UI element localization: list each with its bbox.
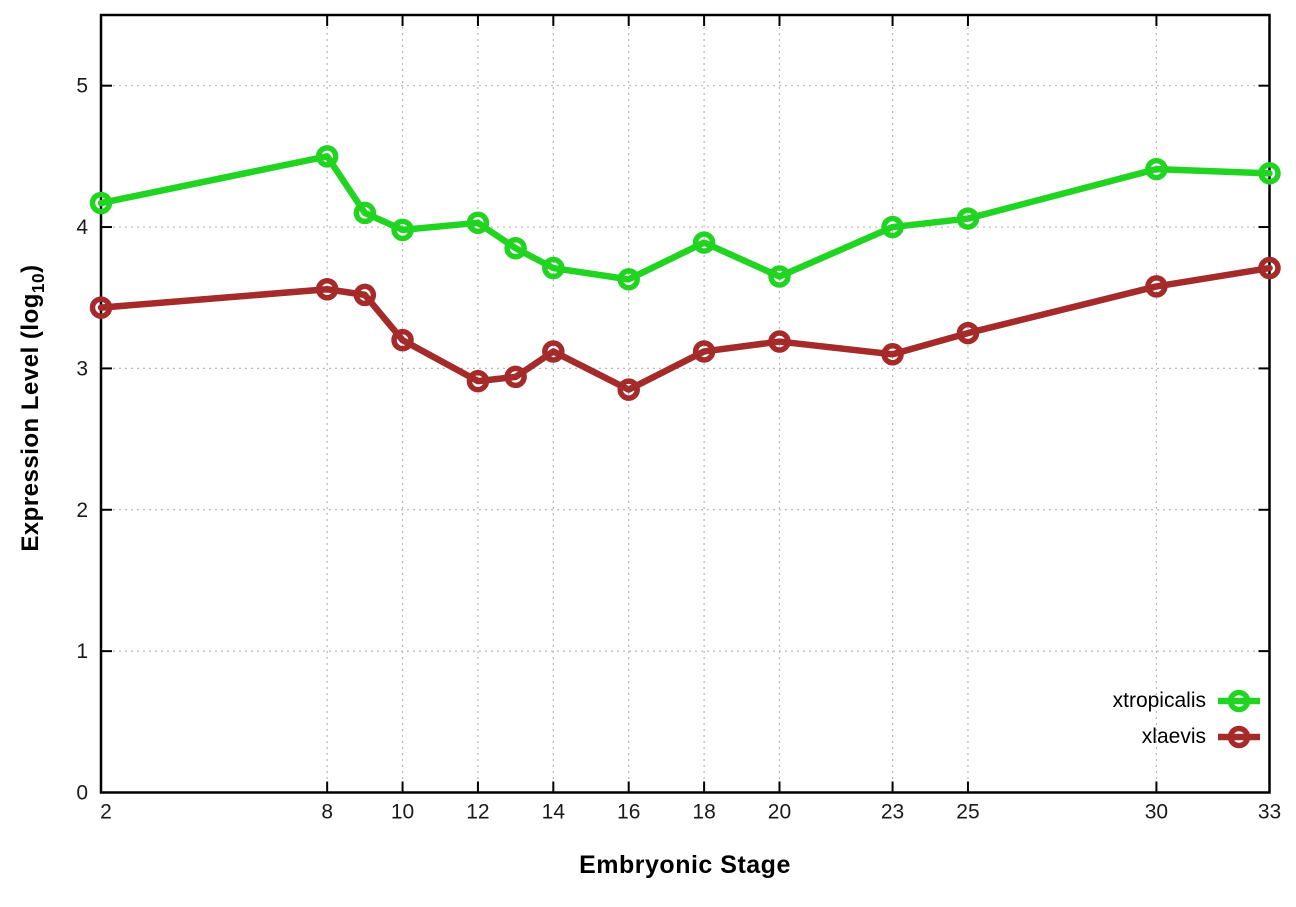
data-point-xtropicalis-33 (1258, 162, 1281, 185)
x-tick-label-18: 18 (692, 801, 715, 824)
plot-border (99, 13, 1271, 794)
x-tick-label-14: 14 (542, 801, 566, 824)
data-point-xtropicalis-14 (542, 256, 565, 280)
data-point-xtropicalis-16 (617, 268, 640, 291)
data-point-xtropicalis-10 (391, 218, 414, 242)
legend-sample-marker-xtropicalis (1227, 689, 1251, 713)
y-tick-label-1: 1 (76, 640, 88, 663)
data-point-xtropicalis-2 (89, 191, 113, 215)
y-axis-label-text: Expression Level (log (16, 293, 44, 552)
legend-sample-icon-xlaevis (1218, 725, 1260, 749)
x-tick-label-16: 16 (617, 801, 640, 824)
legend-label-xtropicalis: xtropicalis (1112, 689, 1206, 712)
y-axis-label: Expression Level (log10) (17, 108, 49, 708)
data-point-xlaevis-12 (466, 369, 490, 393)
x-tick-label-23: 23 (881, 801, 904, 824)
data-point-xtropicalis-13 (504, 237, 527, 260)
series-line-xtropicalis (97, 153, 1273, 283)
data-point-xtropicalis-18 (692, 231, 716, 254)
data-point-xlaevis-18 (692, 340, 716, 363)
x-axis-label: Embryonic Stage (579, 851, 791, 879)
data-point-xlaevis-14 (542, 340, 565, 363)
data-point-xtropicalis-25 (956, 207, 980, 230)
data-point-xtropicalis-12 (466, 211, 490, 235)
data-point-xlaevis-9 (353, 283, 377, 307)
x-tick-label-12: 12 (466, 801, 489, 824)
x-tick-label-2: 2 (100, 801, 112, 824)
y-axis-label-suffix: ) (16, 264, 44, 273)
data-point-xlaevis-8 (315, 277, 339, 301)
y-axis-label-subscript: 10 (28, 272, 49, 294)
data-point-xlaevis-25 (956, 321, 980, 345)
y-tick-label-2: 2 (76, 499, 88, 522)
legend-sample-marker-xlaevis (1227, 725, 1251, 749)
series-line-xlaevis (97, 264, 1273, 393)
legend-sample-icon-xtropicalis (1218, 689, 1260, 713)
data-point-xlaevis-30 (1145, 275, 1168, 298)
y-tick-label-4: 4 (76, 216, 88, 239)
data-point-xlaevis-23 (881, 343, 904, 366)
data-point-xlaevis-16 (617, 378, 640, 401)
x-tick-label-25: 25 (956, 801, 979, 824)
legend-item-xlaevis: xlaevis (1142, 719, 1262, 755)
data-point-xtropicalis-8 (315, 145, 339, 168)
y-tick-label-0: 0 (76, 782, 88, 805)
data-point-xtropicalis-30 (1145, 157, 1168, 181)
data-point-xtropicalis-23 (881, 215, 904, 239)
legend-item-xtropicalis: xtropicalis (1113, 683, 1262, 719)
y-tick-label-3: 3 (76, 357, 88, 380)
data-point-xtropicalis-9 (353, 201, 377, 225)
data-point-xlaevis-13 (504, 365, 527, 389)
x-tick-label-33: 33 (1258, 801, 1281, 824)
x-tick-label-30: 30 (1145, 801, 1168, 824)
x-tick-label-10: 10 (391, 801, 414, 824)
legend-label-xlaevis: xlaevis (1141, 725, 1206, 748)
x-tick-label-8: 8 (321, 801, 333, 824)
data-point-xtropicalis-20 (768, 265, 791, 288)
data-point-xlaevis-33 (1258, 256, 1281, 280)
legend: xtropicalis xlaevis (1113, 683, 1262, 755)
data-point-xlaevis-10 (391, 328, 414, 352)
data-point-xlaevis-20 (768, 330, 791, 353)
y-tick-label-5: 5 (76, 75, 88, 98)
x-tick-label-20: 20 (768, 801, 791, 824)
data-point-xlaevis-2 (89, 296, 113, 319)
